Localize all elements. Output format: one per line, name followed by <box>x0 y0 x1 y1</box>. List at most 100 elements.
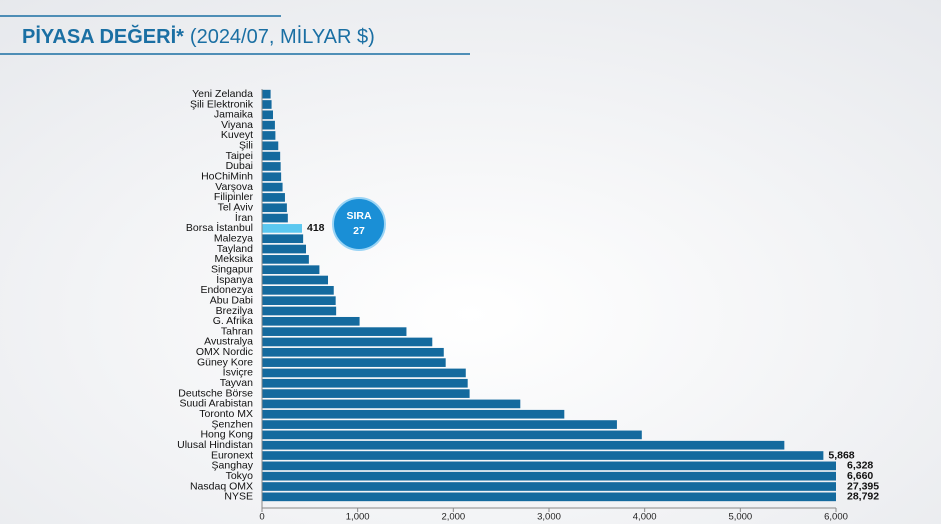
bar <box>262 162 281 171</box>
x-tick-label: 4,000 <box>633 512 657 523</box>
value-label: 6,328 <box>847 460 873 472</box>
bar <box>262 255 309 264</box>
value-label: 6,660 <box>847 470 873 482</box>
category-label: G. Afrika <box>213 315 253 327</box>
category-label: Şanghay <box>212 460 254 472</box>
category-label: Nasdaq OMX <box>190 480 253 492</box>
bar <box>262 265 320 275</box>
category-label: Ulusal Hindistan <box>177 439 253 451</box>
category-label: Tel Aviv <box>218 202 254 214</box>
category-label: Toronto MX <box>199 408 253 420</box>
bar <box>262 275 329 285</box>
x-tick-label: 3,000 <box>537 512 561 523</box>
x-tick-label: 5,000 <box>728 512 752 523</box>
bar <box>262 131 276 140</box>
bar <box>262 492 836 502</box>
category-label: OMX Nordic <box>196 346 253 358</box>
category-label: Abu Dabi <box>210 294 253 306</box>
category-label: Meksika <box>214 253 253 265</box>
category-label: Varşova <box>215 181 253 193</box>
category-label: Tayland <box>217 243 253 255</box>
category-label: İran <box>235 211 253 224</box>
bar <box>262 420 617 429</box>
category-label: Suudi Arabistan <box>179 398 253 410</box>
bar <box>262 378 468 388</box>
bar <box>262 193 285 202</box>
bar <box>262 358 446 367</box>
category-label: Singapur <box>211 263 254 275</box>
category-label: Endonezya <box>200 284 253 296</box>
bar <box>262 141 279 151</box>
category-label: Deutsche Börse <box>178 387 253 399</box>
bar <box>262 389 470 398</box>
category-label: Taipei <box>226 150 253 162</box>
category-label: Dubai <box>226 160 253 172</box>
bar <box>262 244 307 254</box>
category-label: Şenzhen <box>212 418 254 430</box>
title-main: PİYASA DEĞERİ* <box>22 24 184 48</box>
bar <box>262 306 337 316</box>
bar <box>262 440 785 450</box>
bar <box>262 100 272 109</box>
category-label: Güney Kore <box>197 356 253 368</box>
bar <box>262 347 444 357</box>
bar <box>262 368 466 378</box>
bar <box>262 172 282 182</box>
category-label: Malezya <box>214 232 253 244</box>
bar <box>262 89 271 99</box>
bar <box>262 482 836 491</box>
bar <box>262 337 433 347</box>
category-label: İspanya <box>216 273 253 286</box>
bar <box>262 316 360 326</box>
category-label: Tayvan <box>220 377 253 389</box>
category-label: Şili Elektronik <box>190 98 254 110</box>
bar <box>262 151 281 161</box>
category-label: Jamaika <box>214 109 253 121</box>
category-label: Borsa İstanbul <box>186 221 253 234</box>
x-tick-label: 1,000 <box>346 512 370 523</box>
category-label: Brezilya <box>216 305 254 317</box>
category-label: NYSE <box>224 491 253 503</box>
value-label: 5,868 <box>828 449 854 461</box>
annotation-bubble <box>332 197 386 251</box>
bar <box>262 110 274 120</box>
category-label: Euronext <box>211 449 253 461</box>
category-label: Yeni Zelanda <box>192 88 253 100</box>
category-label: Tahran <box>221 325 253 337</box>
bar <box>262 213 288 223</box>
bar <box>262 409 565 419</box>
category-label: Tokyo <box>226 470 254 482</box>
bar <box>262 286 334 295</box>
bar <box>262 399 521 409</box>
category-label: Avustralya <box>204 336 253 348</box>
category-label: Viyana <box>221 119 253 131</box>
bar <box>262 471 836 481</box>
bar <box>262 327 407 336</box>
category-label: İsviçre <box>223 366 253 379</box>
x-tick-label: 0 <box>259 512 264 523</box>
bar <box>262 461 836 471</box>
bar <box>262 296 336 305</box>
value-label: 28,792 <box>847 491 879 503</box>
category-label: HoChiMinh <box>201 171 253 183</box>
annotation-text: SIRA <box>346 210 372 222</box>
category-label: Kuveyt <box>221 129 253 141</box>
title: PİYASA DEĞERİ* (2024/07, MİLYAR $) <box>22 24 375 48</box>
bar <box>262 120 275 130</box>
bar <box>262 451 824 460</box>
bar <box>262 224 302 233</box>
category-label: Hong Kong <box>200 429 253 441</box>
bar <box>262 430 642 440</box>
bar <box>262 203 287 213</box>
x-tick-label: 6,000 <box>824 512 848 523</box>
value-label: 418 <box>307 222 325 234</box>
x-tick-label: 2,000 <box>441 512 465 523</box>
subtitle: (2024/07, MİLYAR $) <box>190 25 375 48</box>
category-label: Filipinler <box>214 191 254 203</box>
bar <box>262 182 283 192</box>
value-label: 27,395 <box>847 480 879 492</box>
category-label: Şili <box>239 140 253 152</box>
bar <box>262 234 304 244</box>
annotation-text: 27 <box>353 225 365 237</box>
